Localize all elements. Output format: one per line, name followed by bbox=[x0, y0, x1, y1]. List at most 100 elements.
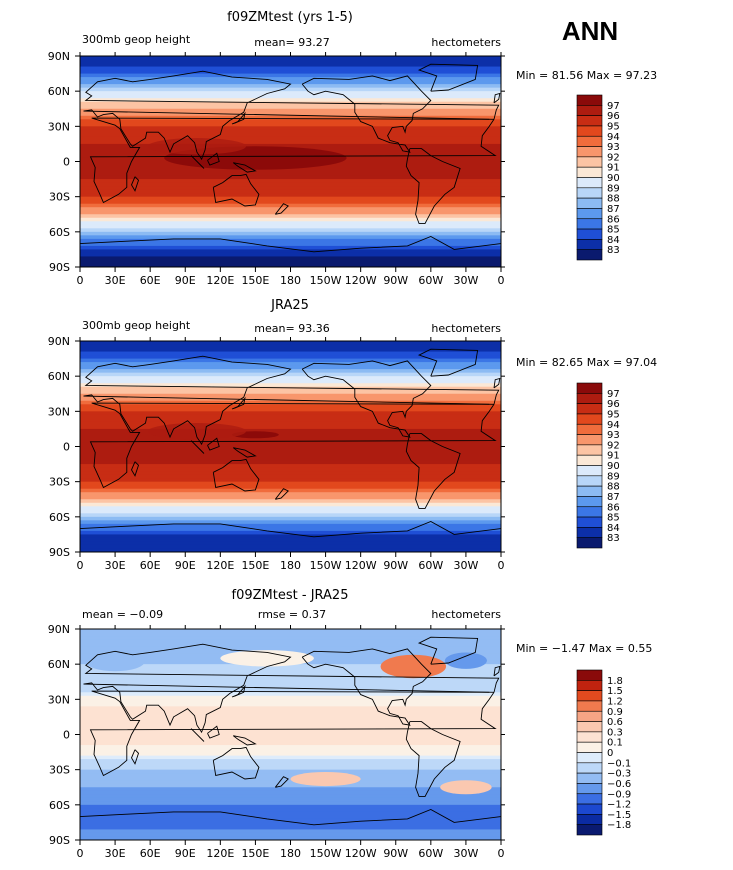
field-band bbox=[80, 129, 501, 134]
colorbar-label: 88 bbox=[607, 482, 620, 493]
field-band bbox=[80, 730, 501, 736]
coastline bbox=[417, 636, 479, 665]
colorbar-label: 97 bbox=[607, 101, 620, 112]
field-band bbox=[80, 534, 501, 539]
colorbar-box bbox=[576, 506, 603, 518]
field-band bbox=[80, 172, 501, 177]
field-band bbox=[80, 87, 501, 92]
field-band bbox=[80, 678, 501, 683]
field-band bbox=[80, 530, 501, 536]
field-band bbox=[80, 632, 501, 637]
field-band bbox=[80, 101, 501, 106]
colorbar-box bbox=[576, 721, 603, 733]
y-tick-label: 30N bbox=[48, 405, 70, 418]
field-band bbox=[80, 210, 501, 215]
y-tick-label: 90S bbox=[49, 546, 70, 559]
colorbar-label: 93 bbox=[607, 430, 620, 441]
field-band bbox=[80, 787, 501, 792]
field-band bbox=[80, 720, 501, 725]
field-band bbox=[80, 457, 501, 462]
coastline bbox=[80, 236, 501, 253]
coastline bbox=[274, 488, 289, 500]
coastline bbox=[417, 63, 479, 92]
minmax-label: Min = −1.47 Max = 0.55 bbox=[516, 642, 652, 655]
colorbar-box bbox=[576, 218, 603, 230]
y-tick-label: 30S bbox=[49, 191, 70, 204]
field-band bbox=[80, 84, 501, 89]
colorbar-label: 95 bbox=[607, 409, 620, 420]
field-band bbox=[80, 692, 501, 697]
x-tick-label: 180 bbox=[280, 847, 301, 860]
coastline bbox=[190, 440, 205, 454]
coastline bbox=[301, 75, 432, 153]
panel-center-label: mean= 93.27 bbox=[254, 36, 329, 49]
field-band bbox=[80, 790, 501, 795]
coastline bbox=[130, 461, 140, 477]
colorbar-label: 89 bbox=[607, 183, 620, 194]
panel-difference: f09ZMtest - JRA25 mean = −0.09 rmse = 0.… bbox=[48, 588, 653, 860]
colorbar-box bbox=[576, 228, 603, 240]
colorbar-label: 91 bbox=[607, 451, 620, 462]
colorbar-box bbox=[576, 793, 603, 805]
colorbar-label: 91 bbox=[607, 163, 620, 174]
field-band bbox=[80, 759, 501, 764]
field-band bbox=[80, 70, 501, 75]
field-band bbox=[80, 755, 501, 760]
field-band bbox=[80, 369, 501, 374]
panel-title: JRA25 bbox=[270, 298, 309, 313]
colorbar-box bbox=[576, 444, 603, 456]
colorbar-box bbox=[576, 413, 603, 425]
field-band bbox=[80, 509, 501, 514]
coastline bbox=[493, 92, 501, 104]
field-band bbox=[80, 365, 501, 370]
field-band bbox=[80, 386, 501, 391]
field-band bbox=[80, 207, 501, 212]
field-band bbox=[80, 105, 501, 110]
colorbar-box bbox=[576, 115, 603, 127]
near-zero-region bbox=[220, 650, 314, 667]
field-band bbox=[80, 527, 501, 532]
field-band bbox=[80, 390, 501, 395]
field-band bbox=[80, 200, 501, 205]
colorbar-label: 90 bbox=[607, 461, 620, 472]
field-band bbox=[80, 259, 501, 265]
colorbar-box bbox=[576, 485, 603, 497]
field-band bbox=[80, 671, 501, 676]
y-tick-label: 30N bbox=[48, 120, 70, 133]
coastlines bbox=[80, 636, 501, 826]
field-band bbox=[80, 716, 501, 722]
field-band bbox=[80, 481, 501, 486]
y-axis: 90N 60N 30N 0 30S 60S 90S bbox=[48, 623, 505, 847]
y-tick-label: 60S bbox=[49, 226, 70, 239]
field-band bbox=[80, 832, 501, 838]
field-band bbox=[80, 495, 501, 500]
field-band bbox=[80, 411, 501, 416]
field-band bbox=[80, 175, 501, 180]
field-band bbox=[80, 136, 501, 141]
field-band bbox=[80, 425, 501, 430]
field-band bbox=[80, 695, 501, 700]
coastline bbox=[89, 402, 497, 489]
field-band bbox=[80, 182, 501, 187]
x-tick-label: 60W bbox=[418, 559, 443, 572]
x-tick-label: 60E bbox=[140, 559, 161, 572]
colorbar-box bbox=[576, 814, 603, 825]
panel-left-label: mean = −0.09 bbox=[82, 608, 163, 621]
colorbar-box bbox=[576, 803, 603, 815]
field-band bbox=[80, 699, 501, 704]
coastline bbox=[207, 152, 220, 166]
field-band bbox=[80, 773, 501, 778]
field-band bbox=[80, 193, 501, 198]
field-band bbox=[80, 217, 501, 222]
x-tick-label: 0 bbox=[77, 559, 84, 572]
x-tick-label: 120W bbox=[345, 559, 377, 572]
field-band bbox=[80, 516, 501, 521]
y-tick-label: 60S bbox=[49, 511, 70, 524]
y-tick-label: 0 bbox=[63, 441, 70, 454]
x-tick-label: 150W bbox=[310, 559, 342, 572]
field-band bbox=[80, 143, 501, 149]
colorbar-label: 94 bbox=[607, 420, 620, 431]
field-band bbox=[80, 544, 501, 550]
colorbar-label: 0.1 bbox=[607, 738, 623, 749]
field-band bbox=[80, 769, 501, 774]
